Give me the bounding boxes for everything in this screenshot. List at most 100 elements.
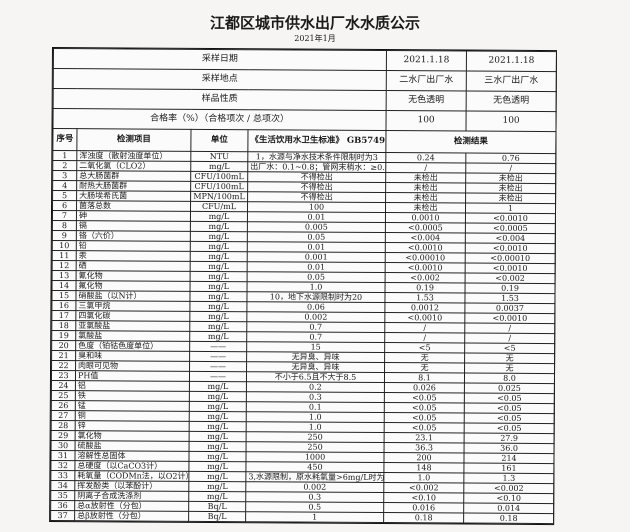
result-plant3: 未检出 — [465, 183, 556, 194]
item-name: 大肠埃希氏菌 — [76, 190, 191, 202]
item-name: 总硬度（以CaCO3计） — [74, 460, 189, 472]
result-plant3: <0.0005 — [465, 223, 556, 234]
meta-value: 2021.1.18 — [466, 51, 557, 72]
unit: mg/L — [189, 301, 247, 312]
unit: —— — [189, 361, 247, 372]
result-plant2: 0.026 — [384, 382, 465, 394]
row-number: 33 — [50, 470, 75, 481]
result-plant2: 1.53 — [384, 292, 466, 304]
unit: mg/L — [189, 431, 247, 442]
row-number: 3 — [52, 170, 77, 181]
result-plant3: <0.05 — [464, 423, 555, 434]
result-plant2: <0.002 — [385, 272, 466, 284]
result-plant3: 36.0 — [464, 443, 555, 454]
result-plant2: 无 — [384, 362, 465, 374]
result-plant3: 8.0 — [464, 373, 555, 384]
row-number: 25 — [51, 390, 76, 401]
unit: mg/L — [190, 281, 248, 292]
item-name: 臭和味 — [75, 350, 190, 362]
item-name: 耐热大肠菌群 — [76, 180, 191, 192]
row-number: 23 — [51, 370, 76, 381]
row-number: 5 — [52, 190, 77, 201]
item-name: 硒 — [76, 260, 191, 272]
page-subtitle: 2021年1月 — [294, 34, 336, 43]
row-number: 24 — [51, 380, 76, 391]
row-number: 12 — [52, 260, 77, 271]
header-unit: 单位 — [190, 129, 248, 152]
unit: mg/L — [188, 461, 246, 472]
result-plant2: <0.05 — [384, 392, 465, 404]
row-number: 34 — [50, 480, 75, 491]
row-number: 1 — [52, 150, 77, 161]
row-number: 10 — [52, 240, 77, 251]
header-item: 检测项目 — [76, 128, 191, 152]
result-plant2: <0.05 — [384, 402, 465, 414]
row-number: 19 — [51, 330, 76, 341]
result-plant2: 未检出 — [385, 182, 466, 194]
unit: mg/L — [190, 271, 248, 282]
row-number: 28 — [51, 420, 76, 431]
row-number: 4 — [52, 180, 77, 191]
item-name: 氟化物 — [76, 280, 191, 292]
item-name: 耗氧量（CODMn法，以O2计） — [74, 470, 189, 482]
item-name: 色度（铂钴色度单位） — [75, 340, 190, 352]
row-number: 15 — [51, 290, 77, 301]
result-plant3: <0.0010 — [465, 263, 556, 274]
item-name: 挥发酚类（以苯酚计） — [74, 480, 189, 492]
result-plant3: <0.00010 — [465, 253, 556, 264]
result-plant3: 无 — [464, 363, 555, 374]
unit: mg/L — [189, 311, 247, 322]
result-plant2: <0.05 — [384, 422, 465, 434]
result-plant2: 0.19 — [385, 282, 466, 294]
meta-value: 三水厂出厂水 — [466, 71, 557, 92]
result-plant3: / — [465, 163, 556, 174]
unit: mg/L — [189, 391, 247, 402]
result-plant2: 无 — [384, 352, 465, 364]
unit: mg/L — [189, 291, 248, 302]
unit: mg/L — [190, 251, 248, 262]
unit: mg/L — [189, 381, 247, 392]
unit: Bq/L — [188, 511, 246, 522]
unit: mg/L — [189, 411, 247, 422]
result-plant3: 1 — [465, 203, 556, 214]
item-name: 铁 — [75, 390, 190, 402]
result-plant2: 148 — [383, 462, 464, 474]
unit: mg/L — [190, 211, 248, 222]
result-plant3: 27.9 — [464, 433, 555, 444]
row-number: 29 — [51, 430, 76, 441]
item-name: 铅 — [76, 240, 191, 252]
water-quality-table: 采样日期 2021.1.18 2021.1.18 采样地点 二水厂出厂水 三水厂… — [49, 47, 557, 526]
result-plant3: 未检出 — [465, 193, 556, 204]
row-number: 13 — [52, 270, 77, 281]
unit: —— — [189, 351, 247, 362]
result-plant2: 8.1 — [384, 372, 465, 384]
page-title: 江都区城市供水出厂水水质公示 — [209, 14, 420, 32]
result-plant2: <0.0005 — [385, 222, 466, 234]
meta-value: 100 — [466, 111, 557, 132]
meta-value: 无色透明 — [386, 90, 467, 112]
result-plant2: <0.0010 — [384, 312, 465, 324]
row-number: 21 — [51, 350, 76, 361]
table-row: 37 总β放射性（分包） Bq/L 1 0.18 0.18 — [50, 510, 554, 524]
item-name: 镉 — [76, 220, 191, 232]
unit: CFU/mL — [190, 201, 248, 212]
result-plant3: / — [464, 323, 555, 334]
item-name: 浑浊度（散射浊度单位） — [76, 150, 191, 162]
item-name: 亚氯酸盐 — [75, 320, 190, 332]
result-plant2: 36.3 — [384, 442, 465, 454]
result-plant2: 0.0010 — [385, 212, 466, 224]
unit: mg/L — [189, 321, 247, 332]
meta-label: 采样地点 — [53, 68, 387, 91]
result-plant2: <0.00010 — [385, 252, 466, 264]
item-name: 汞 — [76, 250, 191, 262]
result-plant3: <0.002 — [465, 273, 556, 284]
result-plant2: <0.0010 — [385, 262, 466, 274]
result-plant3: <0.05 — [464, 393, 555, 404]
header-no: 序号 — [52, 128, 78, 151]
row-number: 7 — [52, 210, 77, 221]
result-plant3: 0.0037 — [464, 303, 555, 314]
result-plant2: <0.05 — [384, 412, 465, 424]
result-plant3: <0.05 — [464, 413, 555, 424]
result-plant2: 0.18 — [383, 512, 464, 524]
result-plant2: 未检出 — [385, 192, 466, 204]
